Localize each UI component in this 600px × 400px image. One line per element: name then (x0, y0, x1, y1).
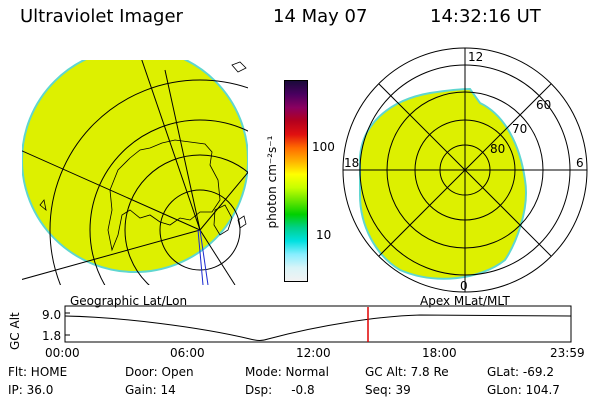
colorbar-tick-10: 10 (316, 228, 332, 242)
earth-disk (22, 60, 248, 273)
info-door: Door: Open (125, 365, 194, 379)
info-seq: Seq: 39 (365, 383, 411, 397)
info-glon: GLon: 104.7 (487, 383, 560, 397)
y-tick-9: 9.0 (42, 308, 61, 322)
x-tick-2359: 23:59 (550, 346, 585, 360)
info-glat: GLat: -69.2 (487, 365, 554, 379)
hour-label-6: 6 (576, 156, 584, 170)
timeline-axis-label: GC Alt (8, 312, 22, 350)
info-mode: Mode: Normal (245, 365, 329, 379)
x-tick-0600: 06:00 (170, 346, 205, 360)
y-tick-1-8: 1.8 (42, 329, 61, 343)
polar-disk (358, 87, 527, 280)
imager-title: Ultraviolet Imager (20, 6, 183, 27)
colorbar (284, 80, 308, 282)
altitude-curve (64, 314, 572, 341)
info-ip: IP: 36.0 (8, 383, 54, 397)
date-label: 14 May 07 (273, 6, 368, 27)
timeline-right-title: Apex MLat/MLT (420, 294, 510, 308)
lat-label-60: 60 (536, 98, 551, 112)
polar-plot: 12 18 6 0 60 70 80 (342, 47, 588, 293)
hour-label-0: 0 (460, 279, 468, 293)
info-dsp: Dsp: -0.8 (245, 383, 315, 397)
coastline (107, 139, 221, 252)
x-tick-0000: 00:00 (45, 346, 80, 360)
altitude-timeline: 9.0 1.8 (42, 305, 572, 343)
hour-label-12: 12 (468, 50, 483, 64)
lat-label-80: 80 (490, 142, 505, 156)
x-tick-1200: 12:00 (296, 346, 331, 360)
hour-label-18: 18 (344, 156, 359, 170)
x-tick-1800: 18:00 (422, 346, 457, 360)
colorbar-tick-100: 100 (312, 140, 335, 154)
time-label: 14:32:16 UT (430, 6, 541, 27)
colorbar-unit-label: photon cm⁻²s⁻¹ (265, 135, 279, 229)
geographic-image (22, 60, 248, 285)
info-flt: Flt: HOME (8, 365, 68, 379)
timeline-left-title: Geographic Lat/Lon (70, 294, 188, 308)
lat-label-70: 70 (512, 122, 527, 136)
info-gc-alt: GC Alt: 7.8 Re (365, 365, 449, 379)
info-gain: Gain: 14 (125, 383, 176, 397)
